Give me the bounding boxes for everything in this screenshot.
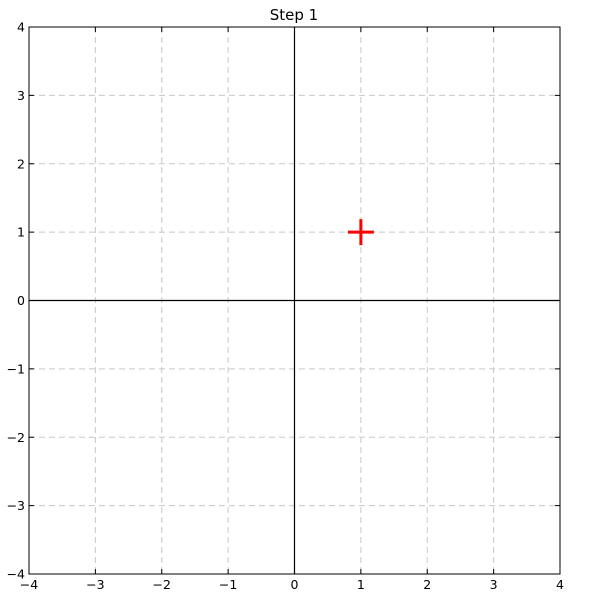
data-markers (347, 219, 374, 246)
y-tick-label: 0 (17, 293, 25, 308)
y-tick-label: −1 (7, 361, 25, 376)
y-tick-label: 4 (17, 20, 25, 35)
y-tick-label: −4 (7, 567, 25, 582)
y-tick-labels: −4 −3 −2 −1 0 1 2 3 4 (7, 20, 25, 582)
y-tick-label: 2 (17, 156, 25, 171)
chart-title: Step 1 (270, 6, 318, 24)
x-tick-labels: −4 −3 −2 −1 0 1 2 3 4 (20, 577, 564, 592)
y-tick-label: 3 (17, 88, 25, 103)
plot-frame (28, 26, 561, 575)
x-tick-label: 3 (490, 577, 498, 592)
x-tick-label: −2 (153, 577, 171, 592)
x-tick-label: −1 (219, 577, 237, 592)
x-tick-label: −4 (20, 577, 38, 592)
x-tick-label: 1 (357, 577, 365, 592)
y-tick-label: −2 (7, 430, 25, 445)
data-point-marker (347, 219, 374, 246)
x-tick-label: 4 (556, 577, 564, 592)
y-tick-label: 1 (17, 225, 25, 240)
origin-axes (29, 27, 560, 574)
x-tick-label: 0 (291, 577, 299, 592)
x-tick-label: 2 (423, 577, 431, 592)
y-tick-label: −3 (7, 498, 25, 513)
x-tick-label: −3 (86, 577, 104, 592)
